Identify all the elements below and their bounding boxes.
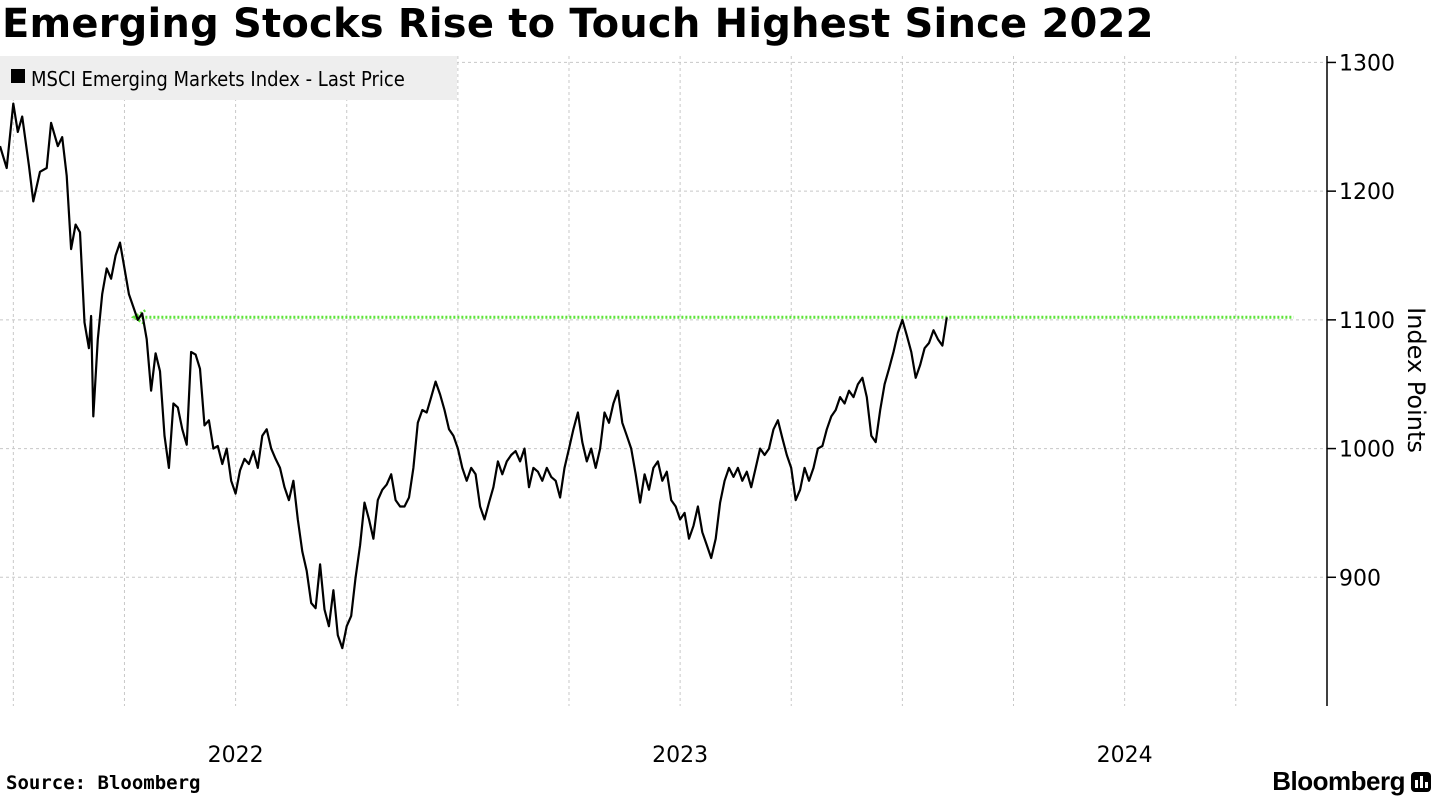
reference-line-group <box>130 309 1294 326</box>
legend: MSCI Emerging Markets Index - Last Price <box>0 56 457 100</box>
y-tick-label: 1300 <box>1339 51 1395 76</box>
y-tick-label: 1000 <box>1339 438 1395 463</box>
series-line <box>0 102 948 650</box>
chart-title: Emerging Stocks Rise to Touch Highest Si… <box>2 1 1154 47</box>
x-tick-label: 2023 <box>652 743 708 768</box>
legend-swatch <box>11 69 25 83</box>
x-tick-label: 2022 <box>208 743 264 768</box>
source-note: Source: Bloomberg <box>6 772 201 794</box>
x-axis-labels: 2022 2023 2024 <box>208 743 1153 768</box>
brand-name: Bloomberg <box>1272 766 1405 796</box>
y-gridlines <box>0 61 1327 578</box>
reference-arrowhead <box>130 309 146 326</box>
y-tick-label: 1200 <box>1339 180 1395 205</box>
legend-label: MSCI Emerging Markets Index - Last Price <box>31 67 405 91</box>
brand-logo: Bloomberg <box>1272 766 1431 797</box>
x-gridlines <box>12 56 1237 706</box>
legend-background <box>0 56 457 100</box>
y-tick-label: 900 <box>1339 566 1381 591</box>
y-axis: 900 1000 1100 1200 1300 <box>1326 51 1395 706</box>
series-group <box>0 102 948 650</box>
bar-chart-icon <box>1411 771 1431 792</box>
x-tick-label: 2024 <box>1097 743 1153 768</box>
y-tick-label: 1100 <box>1339 309 1395 334</box>
y-axis-label: Index Points <box>1402 307 1430 453</box>
